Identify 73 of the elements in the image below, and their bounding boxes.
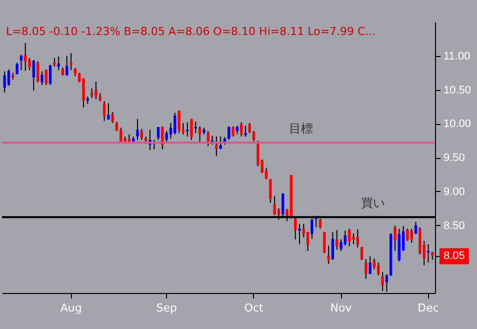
ref-line-label: 買い <box>360 196 385 210</box>
candlestick <box>377 262 380 276</box>
candlestick <box>381 271 384 292</box>
candlestick <box>7 68 10 86</box>
candlestick <box>94 81 98 100</box>
candlestick <box>186 122 189 137</box>
candlestick <box>244 125 247 137</box>
candlestick <box>107 102 110 120</box>
candlestick <box>356 228 359 248</box>
candlestick <box>348 228 351 247</box>
candlestick <box>90 88 94 98</box>
candlestick <box>57 56 60 71</box>
y-tick-label: 9.50 <box>444 152 465 164</box>
candlestick <box>198 126 202 144</box>
candlestick <box>372 258 376 270</box>
x-tick-label: Nov <box>330 302 352 314</box>
candlestick <box>426 244 430 264</box>
candlestick <box>240 122 243 137</box>
candlestick <box>70 52 72 71</box>
candlestick <box>194 121 198 134</box>
candlestick <box>156 126 160 140</box>
candlestick <box>228 126 230 140</box>
candlestick <box>48 64 52 86</box>
candlestick <box>406 228 409 242</box>
y-tick-label: 10.50 <box>444 84 472 96</box>
candlestick <box>340 238 342 252</box>
y-tick-label: 9.00 <box>444 186 465 198</box>
x-tick-label: Oct <box>244 302 264 314</box>
candlestick <box>165 130 168 144</box>
y-tick-label: 11.00 <box>444 50 470 62</box>
candlestick <box>298 223 301 245</box>
candlestick <box>215 136 218 157</box>
candlestick <box>364 258 368 280</box>
candlestick <box>410 228 413 244</box>
candlestick <box>360 246 364 260</box>
candlestick <box>368 256 372 275</box>
candlestick <box>3 70 6 93</box>
candlestick <box>120 127 122 144</box>
candlestick <box>140 128 144 140</box>
candlestick <box>327 245 330 264</box>
ref-line-label: 目標 <box>288 122 313 136</box>
candlestick <box>323 232 326 254</box>
candlestick <box>174 112 176 135</box>
candlestick <box>82 78 85 108</box>
x-tick-label: Sep <box>156 302 177 314</box>
candlestick <box>102 100 106 122</box>
y-tick-label: 8.50 <box>444 220 465 232</box>
candlestick <box>32 59 36 91</box>
candlestick <box>331 232 334 260</box>
candlestick <box>28 57 31 71</box>
candlestick <box>178 110 180 134</box>
x-tick-label: Aug <box>60 302 82 314</box>
candlestick <box>136 118 139 140</box>
candlestick <box>36 60 40 83</box>
candlestick <box>190 118 193 140</box>
candlestick <box>336 229 338 250</box>
x-tick-label: Dec <box>418 302 439 314</box>
candlestick <box>66 55 68 76</box>
annotation: L=8.05 -0.10 -1.23% B=8.05 A=8.06 O=8.10 Hi=8.11 Lo=7.99 C... <box>6 25 376 38</box>
candlestick <box>44 68 48 86</box>
candlestick <box>352 232 355 245</box>
candlestick <box>232 126 234 137</box>
y-tick-label: 10.00 <box>444 118 472 130</box>
candlestick <box>24 42 27 72</box>
candlestick <box>306 232 310 252</box>
candlestick <box>394 224 396 252</box>
candlestick <box>40 70 44 86</box>
candlestick <box>161 126 164 150</box>
candlestick <box>414 221 418 235</box>
candlestick <box>111 112 114 124</box>
candlestick <box>219 136 222 150</box>
candlestick <box>269 178 272 204</box>
y-tick-label: 8.05 <box>444 250 465 262</box>
